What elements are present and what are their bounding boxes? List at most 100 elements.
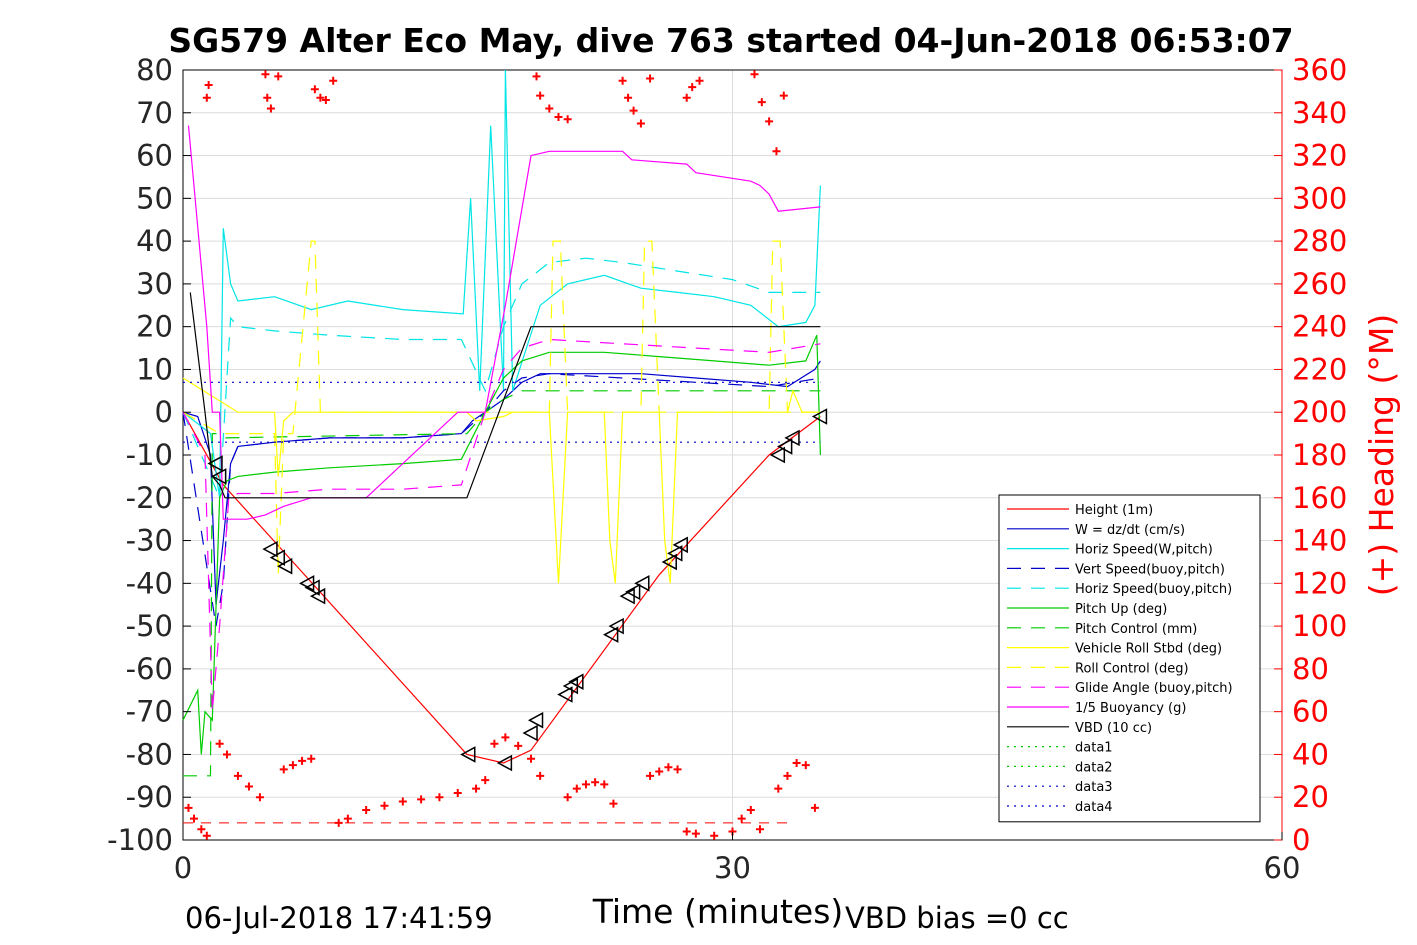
heading-point [783, 771, 792, 780]
triangle-marker [276, 557, 293, 575]
triangle-marker [568, 673, 584, 690]
heading-point [215, 739, 224, 748]
triangle-marker [557, 686, 573, 703]
triangle-marker [634, 575, 650, 592]
triangle-marker [262, 540, 278, 558]
series-line-10 [187, 125, 821, 520]
y-axis-left: 80 70 60 50 40 30 20 10 0 -10 -20 -30 -40 -50 -60 -70 -8… [107, 53, 191, 857]
legend-label: Glide Angle (buoy,pitch) [1075, 681, 1233, 696]
heading-point [755, 825, 764, 834]
legend-label: Horiz Speed(buoy,pitch) [1075, 582, 1232, 597]
y-right-tick-label: 160 [1292, 481, 1347, 515]
heading-point [750, 70, 759, 79]
heading-point [307, 754, 316, 763]
y-right-tick-label: 80 [1292, 652, 1329, 686]
y-axis-right-label: (+) Heading (°M) [1362, 314, 1401, 596]
y-right-tick-label: 360 [1292, 53, 1347, 87]
y-right-tick-label: 140 [1292, 524, 1347, 558]
legend-label: Vert Speed(buoy,pitch) [1075, 562, 1225, 577]
heading-point [184, 803, 193, 812]
y-tick-label: -80 [126, 737, 173, 771]
heading-point [691, 829, 700, 838]
triangle-marker [667, 545, 683, 562]
x-axis: 0 30 60 [174, 832, 1300, 885]
heading-point [472, 784, 481, 793]
heading-point [563, 793, 572, 802]
y-right-tick-label: 320 [1292, 139, 1347, 173]
y-right-tick-label: 300 [1292, 181, 1347, 215]
heading-point [255, 793, 264, 802]
y-tick-label: -90 [126, 780, 173, 814]
heading-point [244, 782, 253, 791]
y-tick-label: -60 [126, 652, 173, 686]
heading-point [417, 795, 426, 804]
triangle-marker [777, 438, 793, 455]
heading-point [501, 733, 510, 742]
heading-markers [184, 70, 819, 840]
legend-box [998, 494, 1261, 823]
y-tick-label: 60 [136, 139, 173, 173]
heading-point [624, 93, 633, 102]
heading-point [398, 797, 407, 806]
triangle-marker [522, 724, 538, 742]
legend-label: data1 [1075, 741, 1113, 756]
series-line-8 [182, 240, 821, 575]
legend-label: Vehicle Roll Stbd (deg) [1075, 642, 1222, 657]
footer-vbd-bias: VBD bias =0 cc [845, 901, 1069, 935]
legend-label: Pitch Up (deg) [1075, 602, 1167, 617]
legend-label: data2 [1075, 760, 1113, 775]
heading-point [655, 767, 664, 776]
heading-point [646, 74, 655, 83]
series-line-4 [182, 257, 821, 499]
heading-point [682, 93, 691, 102]
triangle-marker [608, 617, 624, 635]
x-axis-label: Time (minutes) [592, 892, 844, 931]
y-right-tick-label: 120 [1292, 566, 1347, 600]
triangle-markers [207, 408, 828, 772]
triangle-marker [603, 626, 619, 643]
heading-point [774, 784, 783, 793]
heading-point [532, 72, 541, 81]
heading-point [545, 104, 554, 113]
heading-point [527, 754, 536, 763]
y-tick-label: -10 [126, 438, 173, 472]
x-tick-label: 0 [174, 851, 192, 885]
y-right-tick-label: 340 [1292, 96, 1347, 130]
y-tick-label: 20 [136, 310, 173, 344]
heading-point [310, 85, 319, 94]
y-tick-label: -40 [126, 566, 173, 600]
heading-point [737, 814, 746, 823]
legend-label: data3 [1075, 780, 1113, 795]
y-axis-right: 3603403203002802602402202001801601401201… [1274, 53, 1347, 857]
heading-point [772, 147, 781, 156]
triangle-marker [661, 553, 677, 571]
y-tick-label: 50 [136, 181, 173, 215]
y-right-tick-label: 220 [1292, 352, 1347, 386]
heading-point [600, 780, 609, 789]
triangle-marker [496, 754, 513, 772]
heading-point [189, 814, 198, 823]
triangle-marker [304, 579, 320, 596]
heading-point [321, 95, 330, 104]
legend-label: 1/5 Buoyancy (g) [1075, 701, 1186, 716]
heading-point [563, 115, 572, 124]
heading-point [673, 765, 682, 774]
triangle-marker [811, 408, 828, 425]
series-line-11 [189, 292, 821, 499]
y-tick-label: -20 [126, 481, 173, 515]
heading-point [204, 80, 213, 89]
heading-point [202, 831, 211, 840]
heading-point [298, 756, 307, 765]
y-tick-label: -100 [107, 823, 173, 857]
heading-point [274, 72, 283, 81]
triangle-marker [207, 455, 223, 472]
heading-point [618, 76, 627, 85]
y-tick-label: -70 [126, 695, 173, 729]
y-tick-label: 0 [155, 395, 173, 429]
heading-point [536, 771, 545, 780]
heading-point [263, 93, 272, 102]
series-line-2 [182, 69, 821, 498]
heading-point [688, 83, 697, 92]
heading-point [288, 761, 297, 770]
